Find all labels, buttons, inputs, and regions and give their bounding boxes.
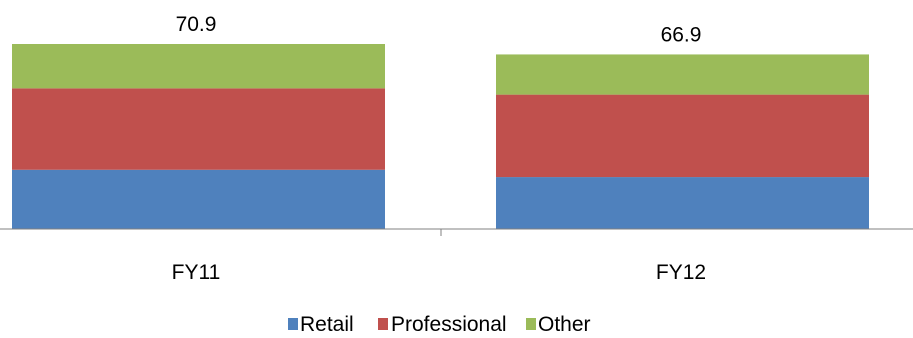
bar-segment-professional-fy12 [496,94,869,178]
bar-segment-retail-fy11 [12,169,385,229]
bar-segment-retail-fy12 [496,177,869,229]
category-label-fy11: FY11 [172,261,221,284]
legend-swatch-other [526,318,536,330]
legend: Retail Professional Other [288,313,591,336]
bar-segment-other-fy11 [12,44,385,89]
bars-layer [12,44,869,229]
total-label-fy12: 66.9 [661,23,702,46]
bar-segment-professional-fy11 [12,88,385,170]
labels-layer: 70.9 FY11 66.9 FY12 [172,13,706,284]
legend-item-professional: Professional [378,313,507,336]
category-label-fy12: FY12 [656,261,706,284]
legend-label-retail: Retail [300,313,354,336]
bar-segment-other-fy12 [496,54,869,95]
legend-label-professional: Professional [391,313,507,336]
legend-item-other: Other [526,313,591,336]
legend-swatch-professional [378,318,388,330]
legend-swatch-retail [288,318,298,330]
legend-label-other: Other [538,313,591,336]
legend-item-retail: Retail [288,313,354,336]
total-label-fy11: 70.9 [176,13,217,36]
